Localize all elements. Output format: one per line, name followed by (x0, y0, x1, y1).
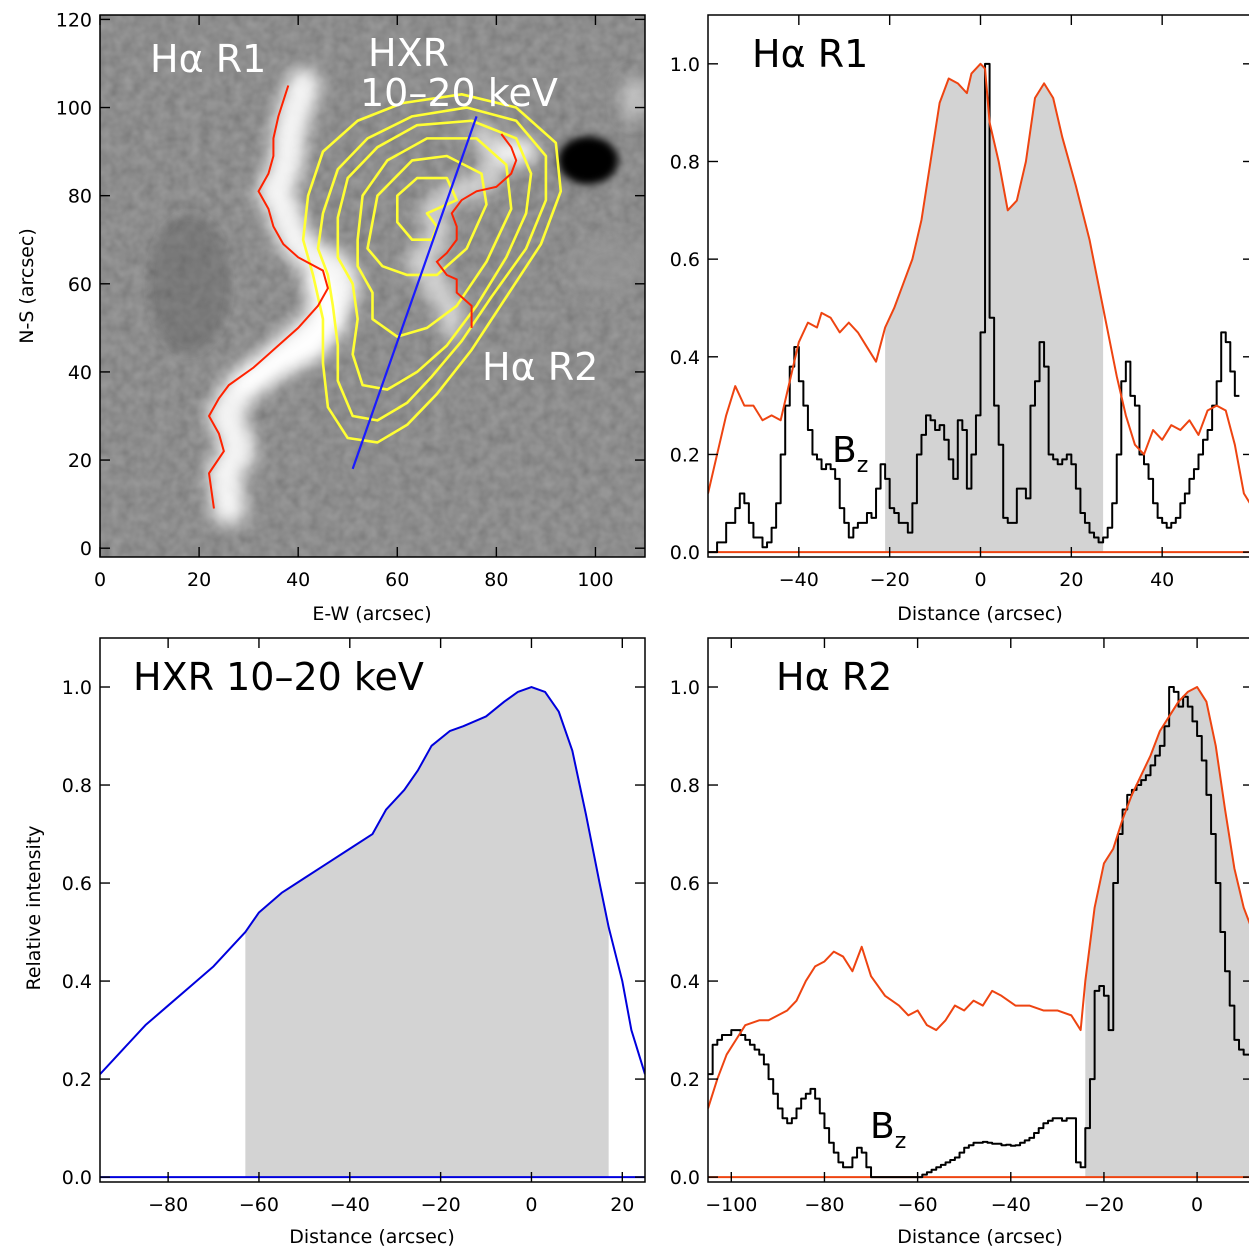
x-tick-label: 80 (484, 569, 508, 591)
hxr-contour (366, 154, 488, 277)
y-tick-label: 0.8 (670, 151, 700, 173)
y-tick-label: 0.0 (670, 1167, 700, 1189)
x-tick-label: 0 (94, 569, 106, 591)
y-tick-label: 0.6 (62, 873, 92, 895)
x-tick-label: 0 (974, 569, 986, 591)
y-tick-label: 0.0 (62, 1167, 92, 1189)
y-tick-label: 0.6 (670, 873, 700, 895)
x-tick-label: −20 (1084, 1194, 1124, 1216)
y-tick-label: 20 (68, 450, 92, 472)
bz-profile-line (708, 62, 1240, 554)
map-label-r2: Hα R2 (482, 345, 598, 389)
y-tick-label: 0.2 (62, 1069, 92, 1091)
y-tick-label: 0.8 (62, 775, 92, 797)
sunspot (558, 136, 619, 185)
bz-profile-line (708, 686, 1249, 1179)
y-tick-label: 100 (56, 98, 92, 120)
x-tick-label: 20 (610, 1194, 634, 1216)
hxr-contour (356, 137, 513, 338)
halpha-profile-line (708, 62, 1249, 504)
map-label-r1: Hα R1 (150, 37, 266, 81)
shaded-region (1085, 687, 1249, 1178)
x-tick-label: −20 (421, 1194, 461, 1216)
hxr-y-axis-title: Relative intensity (23, 825, 45, 990)
r1-bz-label: Bz (832, 430, 868, 478)
x-tick-label: 40 (286, 569, 310, 591)
hxr-profile-line (100, 686, 645, 1075)
y-tick-label: 0.4 (670, 971, 700, 993)
y-tick-label: 0.6 (670, 249, 700, 271)
hxr-contour (316, 106, 548, 422)
x-tick-label: −80 (148, 1194, 188, 1216)
r2-title: Hα R2 (776, 655, 892, 699)
x-tick-label: 60 (385, 569, 409, 591)
x-tick-label: 0 (1191, 1194, 1203, 1216)
hxr-x-axis-title: Distance (arcsec) (289, 1226, 454, 1247)
ribbon-r1-glow (206, 68, 360, 526)
map-label-hxr-energy: 10–20 keV (360, 71, 558, 115)
y-tick-label: 0.2 (670, 444, 700, 466)
y-tick-label: 120 (56, 9, 92, 31)
halpha-profile-line (708, 686, 1249, 1109)
x-tick-label: 100 (577, 569, 613, 591)
y-tick-label: 0.4 (62, 971, 92, 993)
map-label-hxr: HXR (368, 31, 449, 75)
x-tick-label: 20 (187, 569, 211, 591)
bright-kernel (494, 137, 539, 166)
ribbon-r1-line (207, 85, 329, 509)
r2-bz-label: Bz (870, 1106, 906, 1154)
y-tick-label: 40 (68, 362, 92, 384)
y-tick-label: 1.0 (62, 677, 92, 699)
y-tick-label: 1.0 (670, 54, 700, 76)
r2-x-axis-title: Distance (arcsec) (897, 1226, 1062, 1247)
r1-profile-panel: −40 −20 0 20 40 0.0 0.2 0.4 0.6 0.8 1.0 Hα R1 Bz D… (670, 14, 1249, 625)
halpha-map-panel: 0 20 40 60 80 100 0 20 40 60 80 100 120 Hα R1 HXR10–2… (16, 9, 646, 625)
hxr-profile-panel: −80 −60 −40 −20 0 20 0.0 0.2 0.4 0.6 0.8 1.0 HXR 10… (23, 637, 646, 1247)
hxr-contour (301, 93, 563, 444)
ribbon-r1-core (233, 268, 351, 396)
hxr-title: HXR 10–20 keV (133, 655, 424, 699)
y-tick-label: 0.2 (670, 1069, 700, 1091)
ribbon-r2-line (435, 133, 518, 328)
cut-line (351, 115, 478, 470)
diffuse-patch (570, 236, 645, 297)
bright-patch (621, 76, 645, 121)
x-tick-label: −20 (870, 569, 910, 591)
y-tick-label: 1.0 (670, 677, 700, 699)
map-x-axis-title: E-W (arcsec) (312, 603, 431, 625)
y-tick-label: 60 (68, 274, 92, 296)
x-tick-label: −60 (898, 1194, 938, 1216)
y-tick-label: 0 (80, 538, 92, 560)
dark-patch (149, 213, 230, 354)
x-tick-label: −100 (705, 1194, 757, 1216)
x-tick-label: −40 (330, 1194, 370, 1216)
y-tick-label: 80 (68, 186, 92, 208)
x-tick-label: −60 (239, 1194, 279, 1216)
r1-x-axis-title: Distance (arcsec) (897, 603, 1062, 625)
y-tick-label: 0.0 (670, 542, 700, 564)
halpha-image (100, 15, 645, 557)
map-y-axis-title: N-S (arcsec) (16, 228, 38, 344)
x-tick-label: −80 (804, 1194, 844, 1216)
shaded-region (245, 687, 609, 1178)
r1-title: Hα R1 (752, 32, 868, 76)
r2-profile-panel: −100 −80 −60 −40 −20 0 0.0 0.2 0.4 0.6 0.8 1.0 Hα R… (670, 637, 1249, 1247)
y-tick-label: 0.4 (670, 347, 700, 369)
x-tick-label: 0 (525, 1194, 537, 1216)
x-tick-label: −40 (779, 569, 819, 591)
hxr-contour (336, 119, 533, 391)
x-tick-label: 20 (1059, 569, 1083, 591)
y-tick-label: 0.8 (670, 775, 700, 797)
x-tick-label: 40 (1150, 569, 1174, 591)
x-tick-label: −40 (991, 1194, 1031, 1216)
